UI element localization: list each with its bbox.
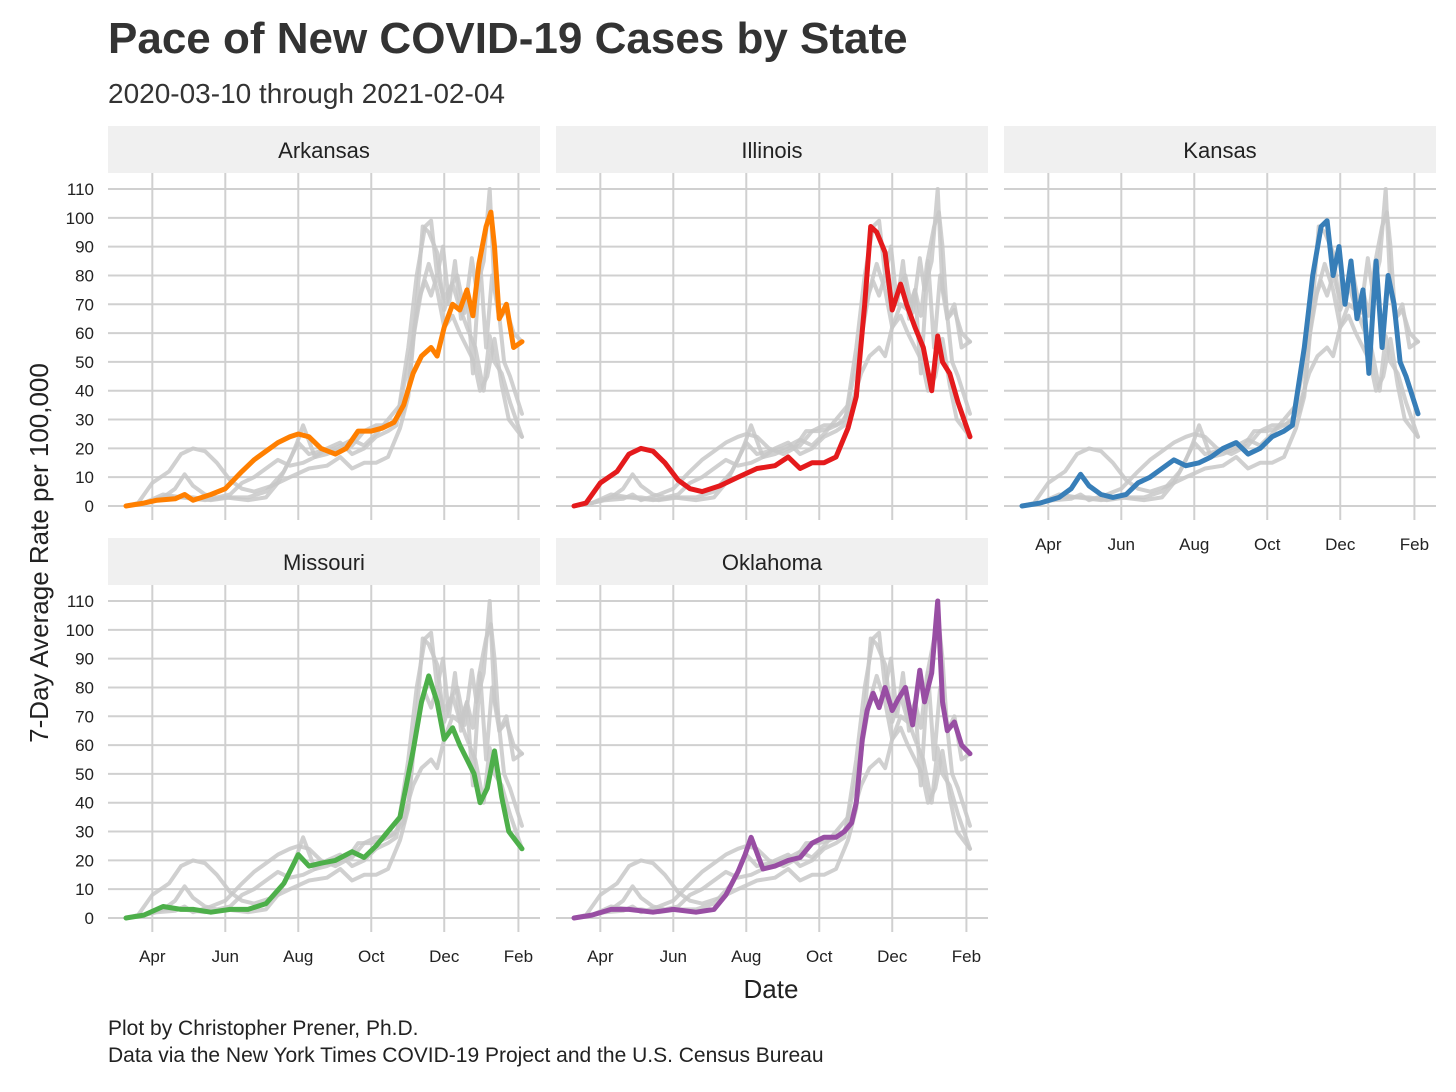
series-line-missouri <box>123 673 525 921</box>
x-tick-label: Oct <box>806 947 833 966</box>
facet-strip-label: Oklahoma <box>722 550 823 575</box>
x-tick-label: Feb <box>952 947 981 966</box>
y-tick-label: 0 <box>85 497 94 516</box>
y-tick-label: 80 <box>75 678 94 697</box>
y-tick-label: 40 <box>75 382 94 401</box>
x-axis-title: Date <box>744 974 799 1004</box>
x-tick-label: Apr <box>587 947 614 966</box>
facet-strip <box>108 126 540 173</box>
x-tick-label: Aug <box>283 947 313 966</box>
y-tick-label: 10 <box>75 468 94 487</box>
x-tick-label: Oct <box>358 947 385 966</box>
y-tick-label: 50 <box>75 765 94 784</box>
facet-strip-label: Missouri <box>283 550 365 575</box>
y-tick-label: 110 <box>67 180 94 199</box>
series-line-oklahoma <box>571 598 973 921</box>
facet-panel-missouri: Missouri 0 10 20 30 40 50 60 70 80 90 100 110 Apr Jun A… <box>66 538 540 966</box>
y-tick-label: 10 <box>75 880 94 899</box>
x-tick-label: Feb <box>504 947 533 966</box>
x-tick-label: Aug <box>731 947 761 966</box>
facet-strip-label: Illinois <box>741 138 802 163</box>
background-series-line <box>124 622 524 920</box>
series-line-illinois <box>571 224 973 509</box>
y-tick-label: 70 <box>75 707 94 726</box>
x-tick-label: Oct <box>1254 535 1281 554</box>
y-tick-label: 20 <box>75 439 94 458</box>
y-tick-label: 70 <box>75 295 94 314</box>
y-tick-label: 90 <box>75 650 94 669</box>
y-tick-label: 40 <box>75 794 94 813</box>
background-series-line <box>124 187 524 508</box>
background-series-line <box>572 218 972 508</box>
x-tick-label: Jun <box>660 947 687 966</box>
chart-title: Pace of New COVID-19 Cases by State <box>108 14 908 63</box>
facet-panel-oklahoma: Oklahoma Apr Jun Aug Oct Dec Feb <box>556 538 988 966</box>
x-tick-label: Aug <box>1179 535 1209 554</box>
y-tick-label: 100 <box>66 621 94 640</box>
y-tick-label: 100 <box>66 209 94 228</box>
background-series-line <box>124 218 524 508</box>
x-tick-label: Jun <box>1108 535 1135 554</box>
facet-strip <box>1004 126 1436 173</box>
x-tick-label: Jun <box>212 947 239 966</box>
background-series-line <box>1020 187 1420 508</box>
caption-source: Data via the New York Times COVID-19 Pro… <box>108 1044 824 1067</box>
facet-strip-label: Arkansas <box>278 138 370 163</box>
y-axis-title: 7-Day Average Rate per 100,000 <box>24 363 54 743</box>
y-tick-label: 90 <box>75 238 94 257</box>
background-series-line <box>1020 210 1420 508</box>
y-tick-label: 30 <box>75 823 94 842</box>
chart-subtitle: 2020-03-10 through 2021-02-04 <box>108 78 505 109</box>
y-tick-label: 110 <box>67 592 94 611</box>
y-tick-label: 0 <box>85 909 94 928</box>
facet-panel-arkansas: Arkansas 0 10 20 30 40 50 60 70 80 90 100 110 <box>66 126 540 520</box>
background-series-line <box>572 630 972 920</box>
y-tick-label: 50 <box>75 353 94 372</box>
background-series-line <box>572 210 972 508</box>
x-tick-label: Dec <box>877 947 908 966</box>
x-tick-label: Apr <box>1035 535 1062 554</box>
background-series-line <box>124 630 524 920</box>
background-series-line <box>572 622 972 920</box>
facet-strip-label: Kansas <box>1183 138 1256 163</box>
background-series-line <box>572 636 972 920</box>
facet-strip <box>556 538 988 585</box>
caption-author: Plot by Christopher Prener, Ph.D. <box>108 1017 419 1040</box>
y-tick-label: 60 <box>75 736 94 755</box>
facet-panel-illinois: Illinois <box>556 126 988 520</box>
background-series-line <box>124 636 524 920</box>
facet-strip <box>108 538 540 585</box>
facet-panel-kansas: Kansas Apr Jun Aug Oct Dec Feb <box>1004 126 1436 554</box>
background-series-line <box>1020 224 1420 508</box>
y-tick-label: 80 <box>75 266 94 285</box>
x-tick-label: Apr <box>139 947 166 966</box>
background-series-line <box>124 224 524 508</box>
y-tick-label: 30 <box>75 411 94 430</box>
series-line-kansas <box>1019 218 1421 509</box>
background-series-line <box>124 599 524 920</box>
x-tick-label: Feb <box>1400 535 1429 554</box>
x-tick-label: Dec <box>1325 535 1356 554</box>
series-line-arkansas <box>123 209 525 509</box>
facet-strip <box>556 126 988 173</box>
x-tick-label: Dec <box>429 947 460 966</box>
y-tick-label: 20 <box>75 851 94 870</box>
background-series-line <box>572 187 972 508</box>
y-tick-label: 60 <box>75 324 94 343</box>
